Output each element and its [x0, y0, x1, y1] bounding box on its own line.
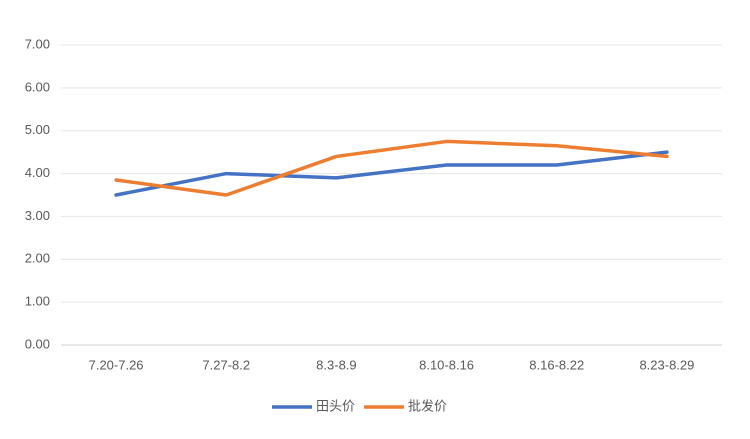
y-tick-label: 1.00: [25, 294, 50, 309]
y-tick-label: 2.00: [25, 251, 50, 266]
y-tick-label: 6.00: [25, 79, 50, 94]
y-tick-label: 7.00: [25, 36, 50, 51]
line-series: [114, 139, 669, 197]
y-tick-label: 4.00: [25, 165, 50, 180]
legend-label: 批发价: [408, 398, 447, 413]
x-tick-label: 8.3-8.9: [316, 357, 356, 372]
legend-label: 田头价: [316, 398, 355, 413]
x-tick-label: 8.23-8.29: [639, 357, 694, 372]
x-tick-label: 8.10-8.16: [419, 357, 474, 372]
y-tick-label: 3.00: [25, 208, 50, 223]
line-series: [114, 150, 669, 197]
x-tick-label: 7.20-7.26: [89, 357, 144, 372]
x-tick-label: 7.27-8.2: [202, 357, 250, 372]
y-tick-label: 5.00: [25, 122, 50, 137]
x-tick-label: 8.16-8.22: [529, 357, 584, 372]
y-tick-label: 0.00: [25, 336, 50, 351]
